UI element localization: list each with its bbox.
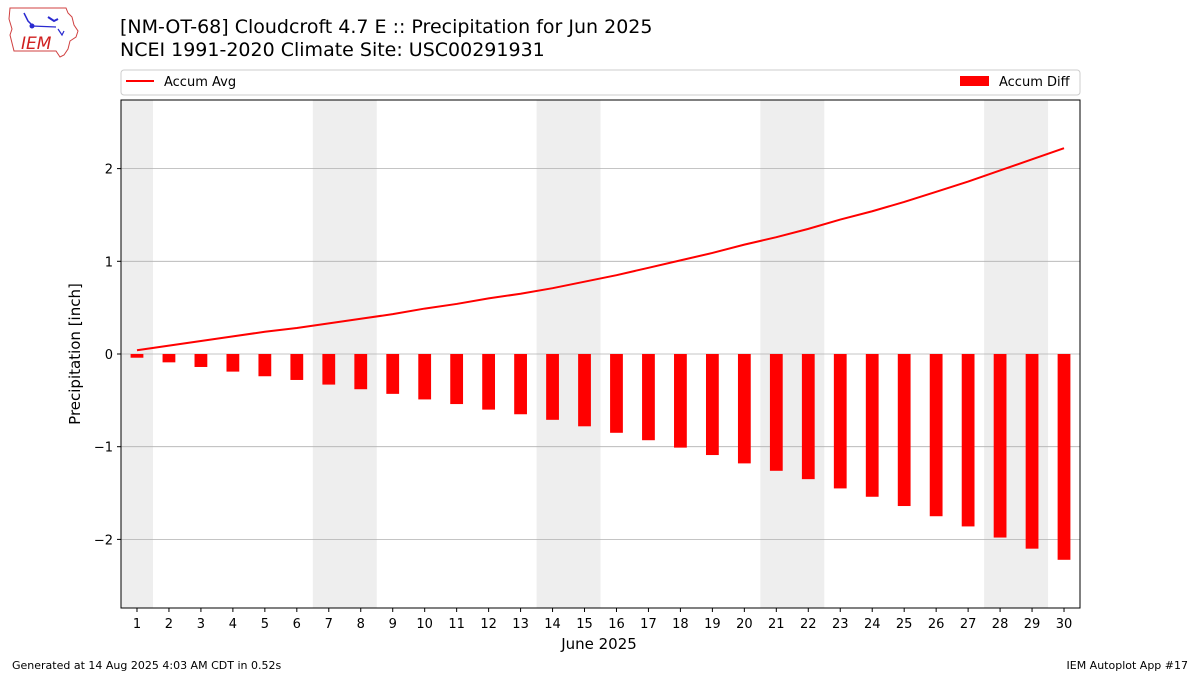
accum-diff-bar <box>1025 354 1039 549</box>
y-tick-label: 0 <box>105 348 113 363</box>
accum-diff-bar <box>354 354 368 390</box>
logo-text: IEM <box>21 34 52 54</box>
x-tick-label: 7 <box>325 617 333 632</box>
x-tick-label: 22 <box>800 617 817 632</box>
x-tick-label: 28 <box>992 617 1009 632</box>
accum-diff-bar <box>258 354 272 377</box>
x-tick-label: 25 <box>896 617 913 632</box>
x-tick-label: 21 <box>768 617 785 632</box>
y-tick-label: 2 <box>105 163 113 178</box>
x-tick-label: 27 <box>960 617 977 632</box>
accum-diff-bar <box>833 354 847 489</box>
accum-diff-bar <box>737 354 751 464</box>
accum-diff-bar <box>961 354 975 527</box>
accum-diff-bar <box>865 354 879 497</box>
accum-diff-bar <box>322 354 336 385</box>
x-axis-label: June 2025 <box>560 635 637 653</box>
accum-diff-bar <box>769 354 783 471</box>
x-tick-label: 30 <box>1056 617 1073 632</box>
accum-diff-bar <box>482 354 496 410</box>
legend-box <box>120 69 1081 96</box>
accum-diff-bar <box>705 354 719 456</box>
generated-timestamp: Generated at 14 Aug 2025 4:03 AM CDT in … <box>12 659 282 672</box>
x-tick-label: 15 <box>576 617 593 632</box>
x-tick-label: 16 <box>608 617 625 632</box>
x-tick-label: 20 <box>736 617 753 632</box>
x-tick-label: 2 <box>165 617 173 632</box>
x-tick-label: 17 <box>640 617 657 632</box>
iem-logo: IEM <box>6 5 82 59</box>
accum-diff-bar <box>546 354 559 420</box>
accum-diff-bar <box>130 354 144 358</box>
accum-diff-bar <box>514 354 527 415</box>
x-tick-label: 12 <box>480 617 497 632</box>
accum-diff-bar <box>226 354 240 372</box>
y-tick-label: 1 <box>105 255 113 270</box>
accum-diff-bar <box>290 354 304 380</box>
accum-diff-bar <box>162 354 176 363</box>
accum-diff-bar <box>993 354 1007 538</box>
accum-diff-bar <box>450 354 464 405</box>
accum-diff-bar <box>418 354 432 400</box>
x-tick-label: 19 <box>704 617 721 632</box>
x-tick-label: 3 <box>197 617 205 632</box>
chart-title: [NM-OT-68] Cloudcroft 4.7 E :: Precipita… <box>120 16 653 38</box>
x-tick-label: 1 <box>133 617 141 632</box>
accum-diff-bar <box>642 354 655 441</box>
accum-diff-bar <box>610 354 623 433</box>
x-tick-label: 18 <box>672 617 689 632</box>
x-tick-label: 9 <box>389 617 397 632</box>
autoplot-app-id: IEM Autoplot App #17 <box>1066 659 1189 672</box>
legend-accum-diff: Accum Diff <box>999 75 1071 90</box>
x-tick-label: 24 <box>864 617 881 632</box>
x-tick-label: 4 <box>229 617 237 632</box>
y-tick-label: −2 <box>94 533 113 548</box>
accum-diff-bar <box>801 354 815 480</box>
chart-subtitle: NCEI 1991-2020 Climate Site: USC00291931 <box>120 39 545 61</box>
legend-bar-swatch <box>960 76 989 86</box>
accum-diff-bar <box>578 354 591 427</box>
x-tick-label: 5 <box>261 617 269 632</box>
accum-diff-bar <box>194 354 208 367</box>
x-tick-label: 29 <box>1024 617 1041 632</box>
accum-avg-line <box>136 147 1065 352</box>
accum-diff-bar <box>897 354 911 507</box>
x-tick-label: 23 <box>832 617 849 632</box>
accum-diff-bar <box>386 354 400 394</box>
y-tick-label: −1 <box>94 441 113 456</box>
x-tick-label: 13 <box>512 617 529 632</box>
x-tick-label: 8 <box>357 617 365 632</box>
x-tick-label: 6 <box>293 617 301 632</box>
x-tick-label: 14 <box>544 617 561 632</box>
x-tick-label: 11 <box>448 617 465 632</box>
accum-diff-bar <box>674 354 687 448</box>
accum-diff-bar <box>929 354 943 517</box>
x-tick-label: 10 <box>416 617 433 632</box>
y-axis-label: Precipitation [inch] <box>66 283 84 425</box>
legend-accum-avg: Accum Avg <box>164 75 236 90</box>
x-tick-label: 26 <box>928 617 945 632</box>
accum-diff-bar <box>1057 354 1071 560</box>
plot-frame <box>120 99 1081 609</box>
